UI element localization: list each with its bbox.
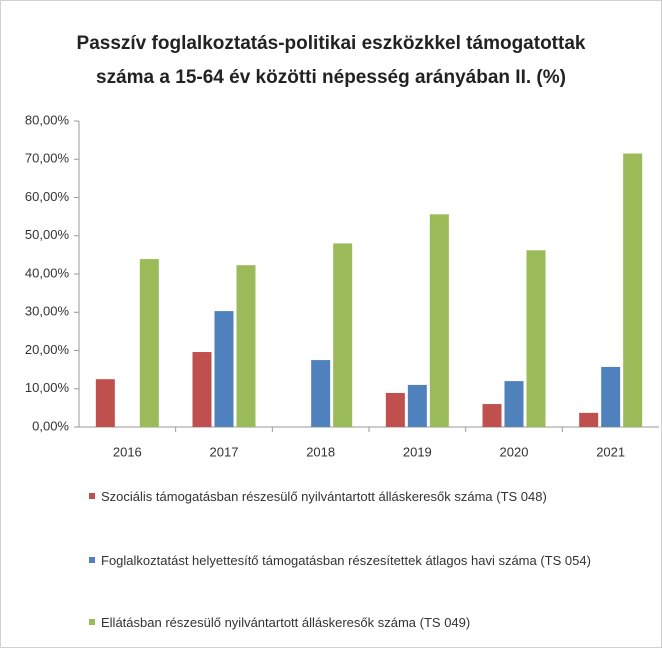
- bar: [95, 379, 115, 427]
- bar: [385, 392, 405, 427]
- bar: [601, 366, 621, 427]
- x-tick-label: 2020: [500, 444, 529, 459]
- bar: [333, 243, 353, 427]
- y-tick-label: 30,00%: [25, 304, 70, 319]
- legend-swatch: [89, 557, 95, 563]
- y-tick-label: 0,00%: [32, 418, 69, 433]
- bar: [482, 404, 502, 427]
- legend-label: Szociális támogatásban részesülő nyilván…: [101, 489, 547, 504]
- x-tick-label: 2018: [306, 444, 335, 459]
- x-tick-label: 2017: [210, 444, 239, 459]
- bar: [311, 360, 331, 427]
- y-tick-label: 70,00%: [25, 151, 70, 166]
- legend-entry: Foglalkoztatást helyettesítő támogatásba…: [89, 549, 621, 573]
- legend-swatch: [89, 619, 95, 625]
- bar: [526, 250, 546, 427]
- legend-entry: Szociális támogatásban részesülő nyilván…: [89, 485, 621, 509]
- y-tick-label: 50,00%: [25, 227, 70, 242]
- bar: [623, 153, 643, 427]
- x-tick-label: 2021: [596, 444, 625, 459]
- legend-entry: Ellátásban részesülő nyilvántartott állá…: [89, 611, 621, 635]
- bar: [504, 381, 524, 427]
- y-tick-label: 60,00%: [25, 189, 70, 204]
- legend-label: Ellátásban részesülő nyilvántartott állá…: [101, 615, 471, 630]
- y-tick-label: 80,00%: [25, 112, 70, 127]
- legend-swatch: [89, 493, 95, 499]
- bar: [407, 384, 427, 427]
- y-tick-label: 40,00%: [25, 265, 70, 280]
- x-tick-label: 2019: [403, 444, 432, 459]
- bar: [429, 214, 449, 427]
- bar: [214, 311, 234, 427]
- y-tick-label: 10,00%: [25, 380, 70, 395]
- bar: [192, 352, 212, 427]
- bar: [236, 265, 256, 427]
- legend-label: Foglalkoztatást helyettesítő támogatásba…: [101, 553, 591, 568]
- chart-title: Passzív foglalkoztatás-politikai eszközk…: [76, 33, 586, 88]
- y-tick-label: 20,00%: [25, 342, 70, 357]
- x-tick-label: 2016: [113, 444, 142, 459]
- bar: [139, 259, 159, 427]
- plot: 0,00% 10,00% 20,00% 30,00% 40,00% 50,00% 60,00…: [25, 112, 659, 459]
- bar: [579, 412, 599, 427]
